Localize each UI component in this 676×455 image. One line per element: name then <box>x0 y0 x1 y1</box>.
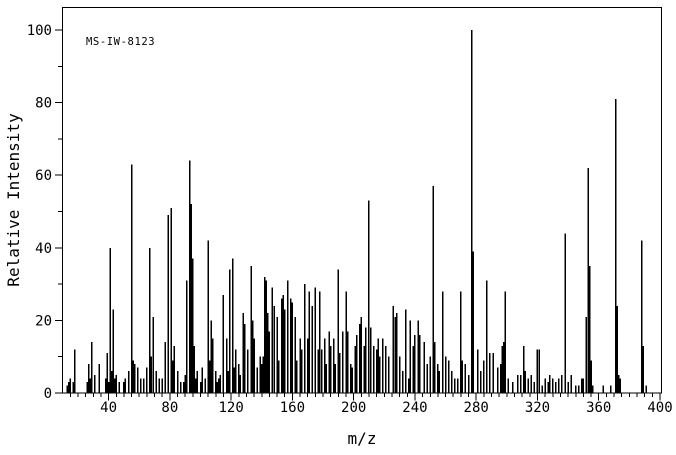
x-tick-label: 160 <box>280 400 305 416</box>
x-tick-label: 120 <box>218 400 243 416</box>
x-tick-label: 40 <box>100 400 117 416</box>
x-tick-label: 200 <box>341 400 366 416</box>
spectrum-peaks <box>66 30 647 393</box>
y-axis-ticks <box>55 29 62 394</box>
y-tick-label: 80 <box>35 96 52 112</box>
x-tick-label: 320 <box>525 400 550 416</box>
plot-area: 40 80 120 160 200 240 280 320 360 400 0 20 40 60 80 10… <box>27 7 673 416</box>
y-axis-title: Relative Intensity <box>4 113 23 287</box>
x-axis-ticks <box>69 393 661 401</box>
spectrum-id-annotation: MS-IW-8123 <box>86 36 155 48</box>
y-tick-label: 100 <box>27 23 52 39</box>
y-tick-label: 40 <box>35 241 52 257</box>
x-axis-tick-labels: 40 80 120 160 200 240 280 320 360 400 <box>100 400 672 416</box>
x-tick-label: 280 <box>464 400 489 416</box>
plot-border <box>62 7 662 394</box>
x-tick-label: 400 <box>647 400 672 416</box>
y-tick-label: 0 <box>44 386 52 402</box>
x-axis-title: m/z <box>348 429 377 448</box>
x-tick-label: 80 <box>161 400 178 416</box>
y-tick-label: 20 <box>35 313 52 329</box>
x-tick-label: 240 <box>402 400 427 416</box>
y-tick-label: 60 <box>35 168 52 184</box>
x-tick-label: 360 <box>586 400 611 416</box>
y-axis-tick-labels: 0 20 40 60 80 100 <box>27 23 52 402</box>
